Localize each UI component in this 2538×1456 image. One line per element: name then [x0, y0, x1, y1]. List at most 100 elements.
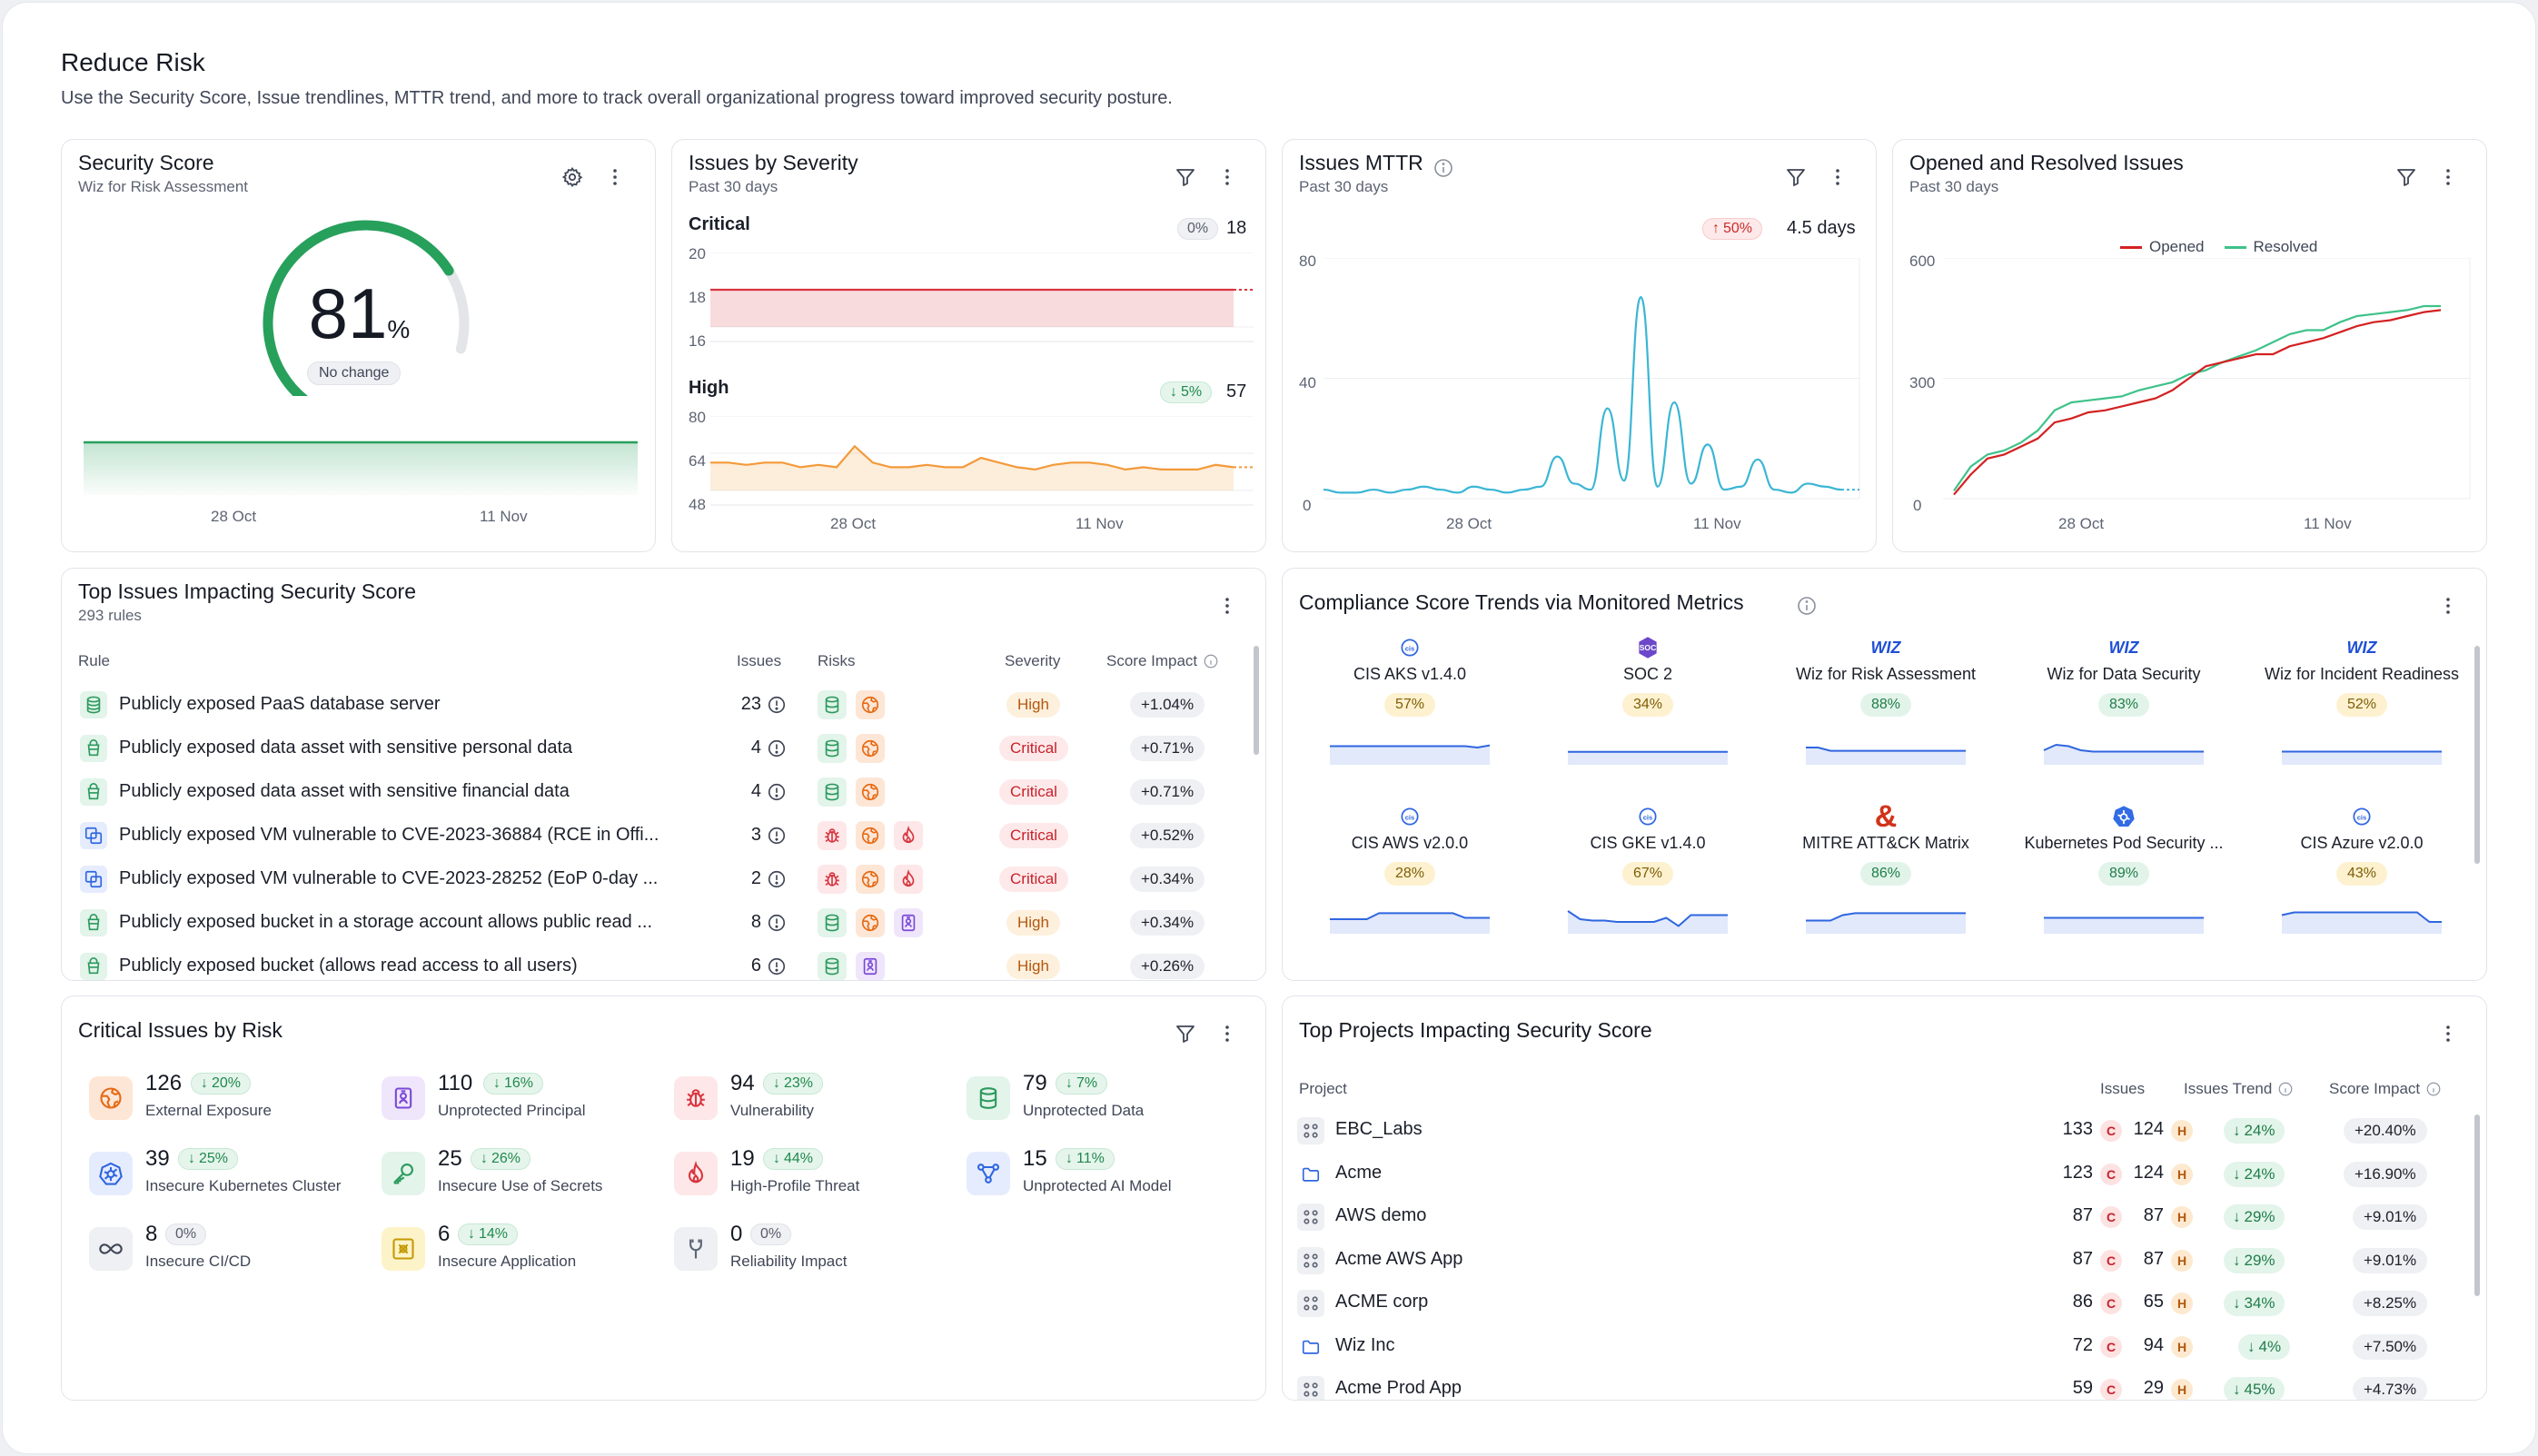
- more-menu-icon[interactable]: [2433, 590, 2464, 621]
- column-header-rule[interactable]: Rule: [78, 652, 110, 669]
- info-icon[interactable]: [1428, 153, 1459, 183]
- project-name[interactable]: Acme AWS App: [1335, 1248, 1463, 1269]
- compliance-framework-tile[interactable]: & MITRE ATT&CK Matrix 86%: [1777, 801, 1995, 886]
- exposure-risk-icon[interactable]: [856, 865, 885, 894]
- table-row[interactable]: Publicly exposed VM vulnerable to CVE-20…: [62, 857, 1243, 901]
- filter-icon[interactable]: [2391, 162, 2422, 193]
- compliance-framework-tile[interactable]: cis CIS AKS v1.4.0 57%: [1301, 634, 1519, 717]
- risk-category-item[interactable]: 19 ↓ 44% High-Profile Threat: [674, 1146, 947, 1201]
- rule-name[interactable]: Publicly exposed bucket in a storage acc…: [119, 912, 653, 932]
- table-row[interactable]: Publicly exposed data asset with sensiti…: [62, 727, 1243, 770]
- compliance-framework-tile[interactable]: SOC SOC 2 34%: [1539, 634, 1757, 717]
- risk-category-item[interactable]: 79 ↓ 7% Unprotected Data: [967, 1071, 1239, 1125]
- issue-info-icon[interactable]: [767, 826, 787, 846]
- settings-icon[interactable]: [557, 162, 588, 193]
- issue-info-icon[interactable]: [767, 869, 787, 889]
- table-row[interactable]: Publicly exposed bucket in a storage acc…: [62, 901, 1243, 945]
- exposure-risk-icon[interactable]: [856, 821, 885, 850]
- compliance-framework-tile[interactable]: WIZ Wiz for Risk Assessment 88%: [1777, 634, 1995, 717]
- compliance-framework-tile[interactable]: WIZ Wiz for Data Security 83%: [2015, 634, 2233, 717]
- project-name[interactable]: EBC_Labs: [1335, 1119, 1423, 1139]
- project-name[interactable]: Wiz Inc: [1335, 1334, 1395, 1355]
- issues-count[interactable]: 23: [740, 694, 761, 714]
- more-menu-icon[interactable]: [1212, 1018, 1243, 1049]
- rule-name[interactable]: Publicly exposed bucket (allows read acc…: [119, 956, 578, 976]
- more-menu-icon[interactable]: [1212, 590, 1243, 621]
- table-row[interactable]: Acme 123 C 124 H ↓ 24% +16.90%: [1283, 1153, 2464, 1195]
- filter-icon[interactable]: [1780, 162, 1811, 193]
- more-menu-icon[interactable]: [2433, 162, 2464, 193]
- more-menu-icon[interactable]: [600, 162, 630, 193]
- rule-name[interactable]: Publicly exposed data asset with sensiti…: [119, 738, 573, 758]
- table-row[interactable]: Publicly exposed data asset with sensiti…: [62, 770, 1243, 814]
- column-header-issues[interactable]: Issues: [737, 652, 782, 669]
- info-icon[interactable]: [1791, 590, 1822, 621]
- column-header-score-impact[interactable]: Score Impact: [2329, 1080, 2442, 1098]
- compliance-framework-tile[interactable]: cis CIS Azure v2.0.0 43%: [2253, 803, 2471, 886]
- exposure-risk-icon[interactable]: [856, 690, 885, 719]
- threat-risk-icon[interactable]: [894, 821, 923, 850]
- table-row[interactable]: Publicly exposed PaaS database server 23 H…: [62, 683, 1243, 727]
- data-risk-icon[interactable]: [818, 908, 847, 937]
- issue-info-icon[interactable]: [767, 913, 787, 933]
- principal-risk-icon[interactable]: [856, 952, 885, 980]
- rule-name[interactable]: Publicly exposed VM vulnerable to CVE-20…: [119, 825, 659, 845]
- issue-info-icon[interactable]: [767, 695, 787, 715]
- risk-category-item[interactable]: 39 ↓ 25% Insecure Kubernetes Cluster: [89, 1146, 362, 1201]
- compliance-framework-tile[interactable]: Kubernetes Pod Security ... 89%: [2015, 803, 2233, 886]
- exposure-risk-icon[interactable]: [856, 734, 885, 763]
- more-menu-icon[interactable]: [1212, 162, 1243, 193]
- rule-name[interactable]: Publicly exposed data asset with sensiti…: [119, 781, 570, 801]
- column-header-risks[interactable]: Risks: [818, 652, 856, 669]
- project-name[interactable]: Acme Prod App: [1335, 1378, 1462, 1398]
- table-row[interactable]: ACME corp 86 C 65 H ↓ 34% +8.25%: [1283, 1282, 2464, 1324]
- project-name[interactable]: Acme: [1335, 1162, 1383, 1183]
- risk-category-item[interactable]: 25 ↓ 26% Insecure Use of Secrets: [382, 1146, 654, 1201]
- scrollbar[interactable]: [2474, 646, 2480, 864]
- issues-count[interactable]: 4: [750, 738, 761, 758]
- exposure-risk-icon[interactable]: [856, 908, 885, 937]
- filter-icon[interactable]: [1170, 162, 1201, 193]
- data-risk-icon[interactable]: [818, 778, 847, 807]
- issues-count[interactable]: 4: [750, 781, 761, 801]
- data-risk-icon[interactable]: [818, 690, 847, 719]
- project-name[interactable]: AWS demo: [1335, 1205, 1427, 1225]
- issues-count[interactable]: 3: [750, 825, 761, 845]
- issues-count[interactable]: 6: [750, 956, 761, 976]
- data-risk-icon[interactable]: [818, 952, 847, 980]
- bug-risk-icon[interactable]: [818, 821, 847, 850]
- rule-name[interactable]: Publicly exposed VM vulnerable to CVE-20…: [119, 868, 659, 888]
- column-header-score-impact[interactable]: Score Impact: [1106, 652, 1219, 670]
- risk-category-item[interactable]: 126 ↓ 20% External Exposure: [89, 1071, 362, 1125]
- risk-category-item[interactable]: 0 0% Reliability Impact: [674, 1222, 947, 1276]
- issue-info-icon[interactable]: [767, 782, 787, 802]
- column-header-project[interactable]: Project: [1299, 1080, 1347, 1097]
- compliance-framework-tile[interactable]: WIZ Wiz for Incident Readiness 52%: [2253, 634, 2471, 717]
- issue-info-icon[interactable]: [767, 956, 787, 976]
- table-row[interactable]: EBC_Labs 133 C 124 H ↓ 24% +20.40%: [1283, 1109, 2464, 1152]
- more-menu-icon[interactable]: [2433, 1018, 2464, 1049]
- risk-category-item[interactable]: 15 ↓ 11% Unprotected AI Model: [967, 1146, 1239, 1201]
- table-row[interactable]: Publicly exposed VM vulnerable to CVE-20…: [62, 814, 1243, 857]
- bug-risk-icon[interactable]: [818, 865, 847, 894]
- project-name[interactable]: ACME corp: [1335, 1292, 1429, 1312]
- principal-risk-icon[interactable]: [894, 908, 923, 937]
- table-row[interactable]: Acme AWS App 87 C 87 H ↓ 29% +9.01%: [1283, 1239, 2464, 1282]
- table-row[interactable]: AWS demo 87 C 87 H ↓ 29% +9.01%: [1283, 1195, 2464, 1238]
- compliance-framework-tile[interactable]: cis CIS AWS v2.0.0 28%: [1301, 803, 1519, 886]
- exposure-risk-icon[interactable]: [856, 778, 885, 807]
- risk-category-item[interactable]: 110 ↓ 16% Unprotected Principal: [382, 1071, 654, 1125]
- issues-count[interactable]: 8: [750, 912, 761, 932]
- compliance-framework-tile[interactable]: cis CIS GKE v1.4.0 67%: [1539, 803, 1757, 886]
- column-header-issues-trend[interactable]: Issues Trend: [2184, 1080, 2294, 1098]
- filter-icon[interactable]: [1170, 1018, 1201, 1049]
- legend-item-opened[interactable]: Opened: [2120, 238, 2205, 256]
- rule-name[interactable]: Publicly exposed PaaS database server: [119, 694, 441, 714]
- threat-risk-icon[interactable]: [894, 865, 923, 894]
- legend-item-resolved[interactable]: Resolved: [2224, 238, 2317, 256]
- scrollbar[interactable]: [1254, 646, 1259, 755]
- issue-info-icon[interactable]: [767, 738, 787, 758]
- scrollbar[interactable]: [2474, 1114, 2480, 1296]
- column-header-severity[interactable]: Severity: [1005, 652, 1061, 669]
- risk-category-item[interactable]: 94 ↓ 23% Vulnerability: [674, 1071, 947, 1125]
